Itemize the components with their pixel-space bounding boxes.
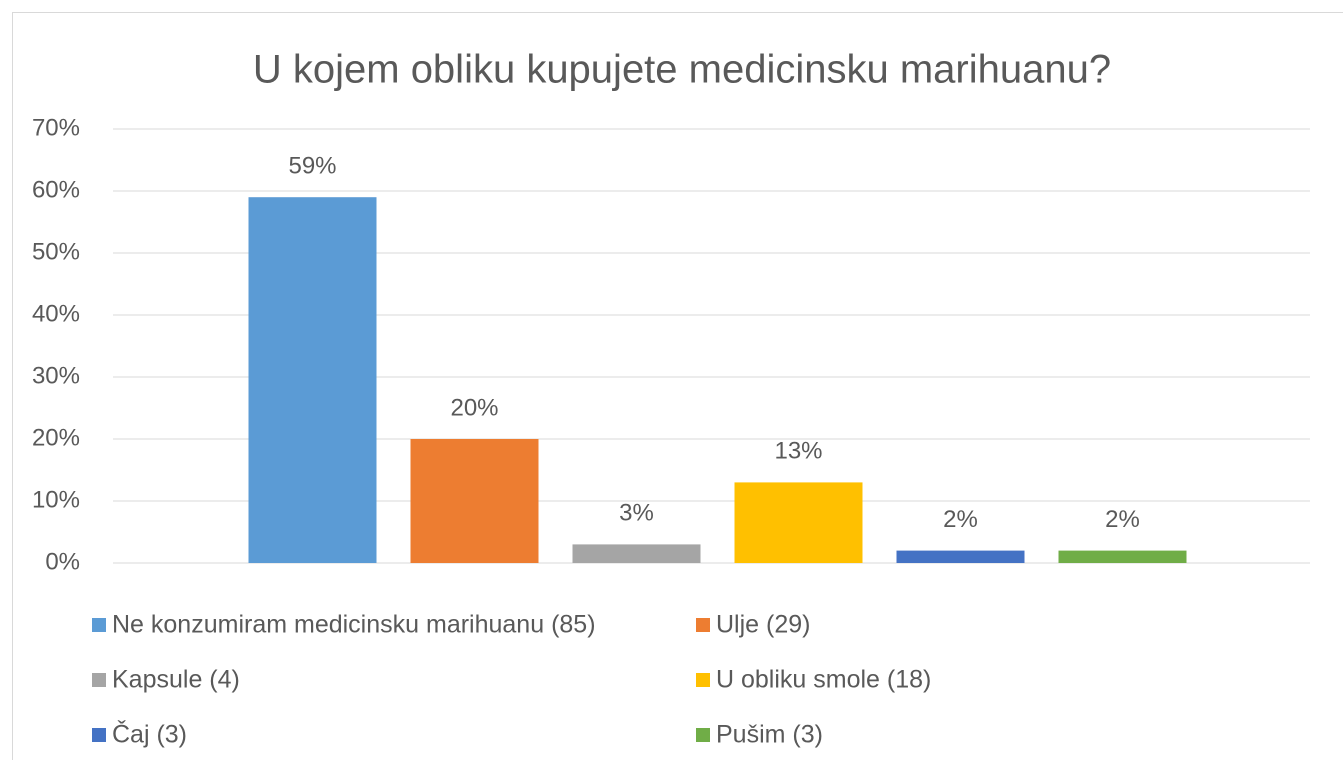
data-label: 13% <box>774 438 822 465</box>
data-label: 2% <box>943 506 978 533</box>
legend-label: Ulje (29) <box>716 611 810 639</box>
y-tick-label: 20% <box>32 424 80 451</box>
y-tick-label: 40% <box>32 300 80 327</box>
bar <box>572 544 701 563</box>
legend-label: Čaj (3) <box>112 720 187 749</box>
legend-label: Pušim (3) <box>716 721 823 749</box>
bar <box>1058 550 1187 563</box>
data-label: 20% <box>450 394 498 421</box>
y-tick-label: 60% <box>32 176 80 203</box>
legend-label: U obliku smole (18) <box>716 666 931 694</box>
legend-swatch <box>92 618 106 632</box>
y-tick-label: 50% <box>32 238 80 265</box>
y-tick-label: 30% <box>32 362 80 389</box>
bar <box>410 439 539 563</box>
legend-swatch <box>92 728 106 742</box>
legend-swatch <box>696 673 710 687</box>
data-label: 3% <box>619 500 654 527</box>
y-tick-label: 10% <box>32 486 80 513</box>
y-tick-label: 0% <box>45 548 80 575</box>
legend-swatch <box>696 618 710 632</box>
bar <box>248 197 377 563</box>
bar <box>734 482 863 563</box>
legend-swatch <box>696 728 710 742</box>
data-label: 2% <box>1105 506 1140 533</box>
data-label: 59% <box>288 153 336 180</box>
legend-label: Ne konzumiram medicinsku marihuanu (85) <box>112 611 596 639</box>
y-tick-label: 70% <box>32 114 80 141</box>
chart-title: U kojem obliku kupujete medicinsku marih… <box>253 48 1111 92</box>
chart-frame <box>12 12 1343 760</box>
legend-swatch <box>92 673 106 687</box>
bar <box>896 550 1025 563</box>
legend-label: Kapsule (4) <box>112 666 240 694</box>
